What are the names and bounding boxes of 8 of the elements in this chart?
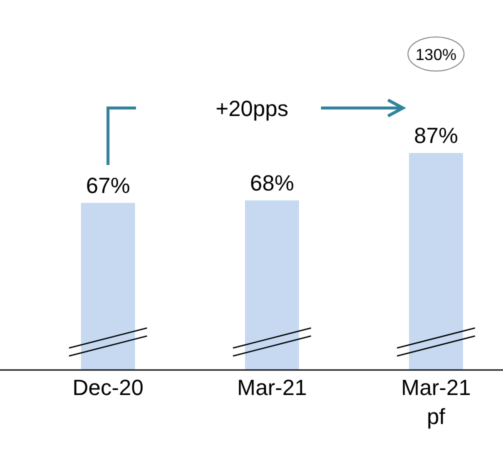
x-tick-label: Mar-21 pf (401, 375, 471, 429)
data-label: 87% (414, 123, 458, 148)
data-label: 67% (86, 172, 130, 198)
text: 130% (416, 47, 456, 64)
x-tick-label: Mar-21 (237, 375, 307, 400)
text: +20pps (216, 96, 288, 121)
data-label: 68% (250, 170, 294, 196)
x-tick-label: Dec-20 (72, 375, 144, 400)
